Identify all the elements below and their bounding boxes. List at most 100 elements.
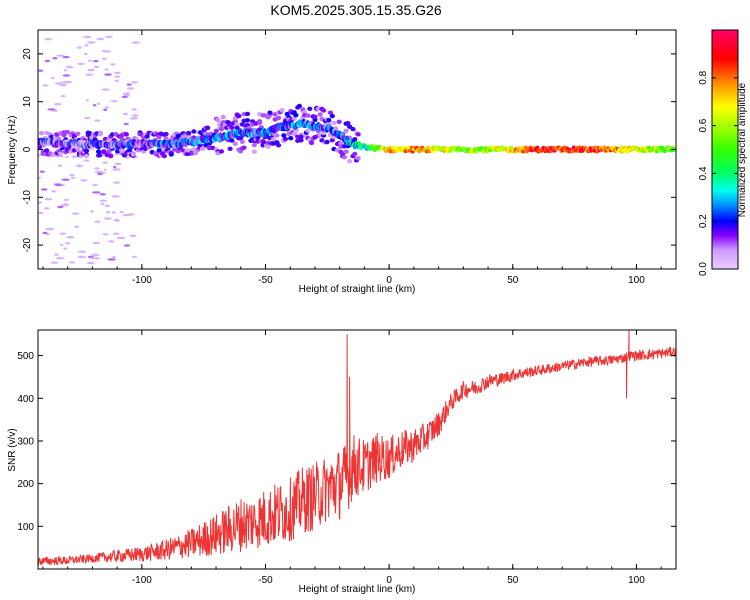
spectrogram-spread-blob: [229, 125, 235, 130]
spectrogram-spread-blob: [298, 138, 304, 143]
spectrogram-noise-blob: [113, 165, 117, 169]
colorbar-gradient: [711, 29, 739, 270]
spectrogram-spread-blob: [321, 130, 327, 136]
spectrogram-noise-blob: [102, 233, 109, 236]
spectrogram-spread-blob: [244, 118, 251, 123]
snr-x-ticks: -100 -50 0 50 100: [42, 330, 662, 586]
spectrogram-spread-blob: [331, 120, 337, 126]
spectrogram-noise-blob: [100, 202, 105, 206]
spectrogram-noise-blob: [83, 35, 92, 39]
spectrogram-noise-blob: [87, 41, 96, 44]
spectrogram-noise-blob: [50, 261, 59, 264]
spectrogram-noise-blob: [104, 106, 109, 109]
snr-panel: -100 -50 0 50 100 100 200 300 400 500 Height of …: [7, 329, 677, 595]
spectrogram-noise-blob: [44, 38, 52, 41]
spectrogram-noise-blob: [103, 50, 111, 53]
spectrogram-noise-blob: [126, 156, 130, 159]
spectrogram-noise-blob: [54, 253, 59, 256]
spectrogram-noise-blob: [85, 99, 89, 102]
spectrogram-noise-blob: [40, 188, 48, 191]
spectrogram-noise-blob: [104, 68, 109, 71]
spectrogram-noise-blob: [105, 211, 111, 214]
spectrogram-noise-blob: [97, 172, 103, 176]
spectrogram-noise-blob: [63, 247, 68, 250]
spectrogram-noise-blob: [104, 73, 112, 76]
spectrogram-spread-blob: [161, 153, 167, 159]
spectrogram-spread-blob: [123, 132, 129, 137]
spectrogram-spread-blob: [108, 153, 114, 159]
spectrogram-spread-blob: [350, 126, 356, 132]
spectrogram-noise-blob: [60, 95, 66, 98]
spectrogram-noise-blob: [65, 155, 69, 159]
spectrogram-noise-blob: [101, 57, 107, 60]
spectrogram-spread-blob: [352, 151, 358, 157]
snr-plot-area: [38, 330, 676, 566]
spectrogram-spread-blob: [144, 134, 150, 139]
spectrogram-heatmap: [38, 35, 676, 265]
spectrogram-noise-blob: [104, 204, 110, 208]
chart-title: KOM5.2025.305.15.35.G26: [270, 2, 441, 18]
spectrogram-noise-blob: [126, 83, 132, 86]
x-tick-label: -50: [258, 575, 273, 586]
spectrogram-noise-blob: [63, 69, 68, 72]
spectrogram-noise-blob: [71, 212, 80, 215]
spectrogram-spread-blob: [276, 115, 282, 121]
y-tick-label: 100: [17, 522, 34, 533]
spectrogram-noise-blob: [112, 195, 121, 198]
spectrogram-noise-blob: [71, 176, 76, 180]
spectrogram-spread-blob: [168, 152, 174, 157]
spectrogram-noise-blob: [119, 211, 124, 214]
spectrogram-spread-blob: [83, 148, 90, 154]
spectrogram-spread-blob: [324, 139, 330, 145]
spectrogram-noise-blob: [85, 73, 94, 76]
spectrogram-spread-blob: [120, 148, 126, 153]
spectrogram-spread-blob: [293, 128, 299, 134]
spectrogram-noise-blob: [107, 258, 116, 261]
spectrogram-spread-blob: [343, 149, 349, 154]
y-tick-label: 200: [17, 479, 34, 490]
spectrogram-noise-blob: [97, 102, 101, 106]
spectrogram-noise-blob: [77, 62, 86, 65]
spectrogram-noise-blob: [38, 154, 42, 157]
colorbar-tick-label: 0.2: [698, 214, 709, 228]
spectrogram-spread-blob: [265, 144, 271, 149]
spectrogram-noise-blob: [50, 76, 55, 80]
spectrogram-noise-blob: [84, 44, 89, 47]
x-tick-label: 50: [507, 275, 519, 286]
spectrogram-spread-blob: [288, 136, 294, 141]
spectrogram-noise-blob: [131, 255, 138, 258]
spectrogram-noise-blob: [68, 261, 76, 264]
spectrogram-noise-blob: [64, 81, 73, 84]
snr-frame: [37, 329, 677, 570]
spectrogram-spread-blob: [305, 128, 311, 133]
x-tick-label: 100: [628, 275, 645, 286]
x-tick-label: 0: [386, 275, 392, 286]
spectrogram-noise-blob: [87, 68, 95, 72]
spectrogram-spread-blob: [338, 141, 344, 146]
spectrogram-spread-blob: [218, 149, 225, 154]
spectrogram-spread-blob: [305, 113, 311, 118]
spectrogram-spread-blob: [239, 139, 245, 144]
x-tick-label: -100: [132, 275, 152, 286]
spectrogram-noise-blob: [71, 155, 78, 158]
spectrogram-noise-blob: [129, 234, 137, 238]
spectrogram-spread-blob: [270, 137, 276, 142]
spectrogram-noise-blob: [38, 176, 42, 179]
spectrogram-spread-blob: [213, 128, 219, 134]
spectrogram-noise-blob: [112, 232, 120, 235]
spectrogram-noise-blob: [92, 104, 97, 107]
spectrogram-noise-blob: [113, 181, 120, 184]
spectrogram-noise-blob: [90, 210, 94, 213]
spectrogram-noise-blob: [44, 198, 53, 201]
spectrogram-spread-blob: [284, 111, 290, 117]
spectrogram-noise-blob: [103, 168, 107, 171]
colorbar-tick-label: 0.4: [698, 166, 709, 180]
spectrogram-noise-blob: [59, 83, 67, 87]
spectrogram-spread-blob: [75, 131, 81, 136]
colorbar-ticks: 0.0 0.2 0.4 0.6 0.8: [698, 70, 738, 276]
spectrogram-noise-blob: [54, 183, 62, 187]
x-tick-label: -100: [132, 575, 152, 586]
spectrogram-noise-blob: [52, 57, 58, 60]
spectrogram-noise-blob: [96, 37, 105, 41]
spectrogram-spread-blob: [130, 152, 136, 157]
